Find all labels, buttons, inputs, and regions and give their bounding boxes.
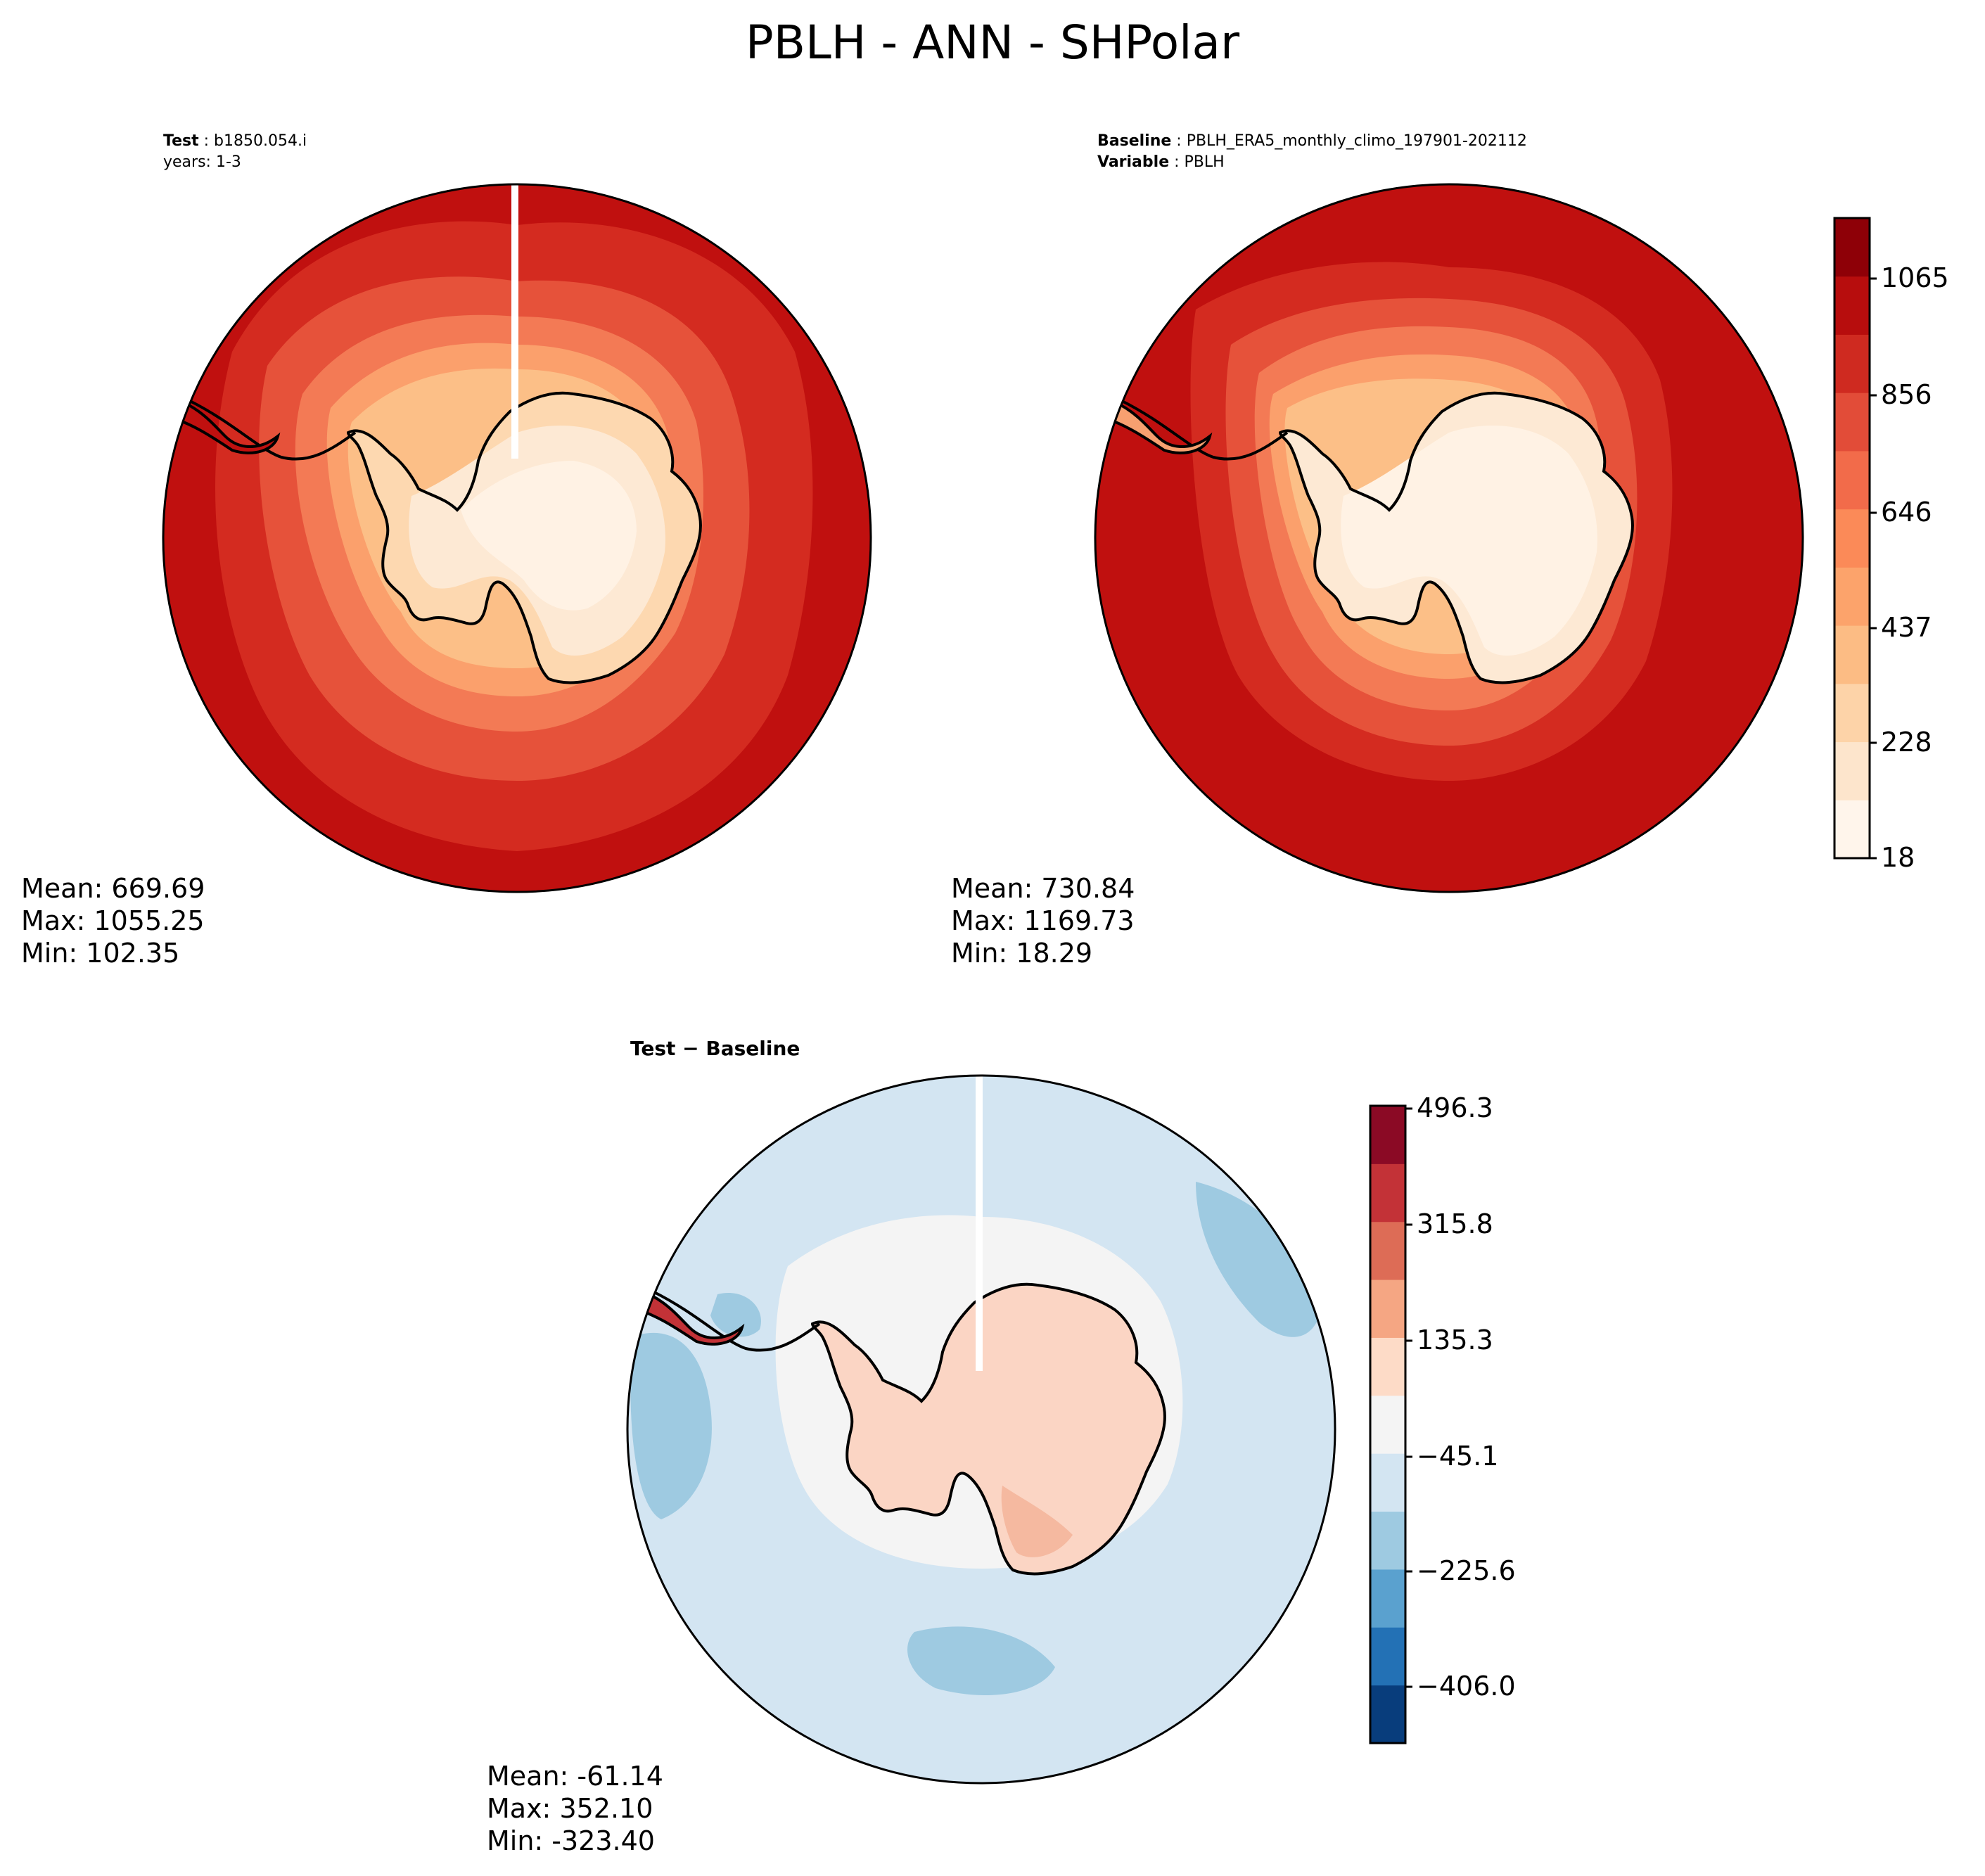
test-years: years: 1-3 (163, 153, 241, 171)
main-colorbar-tick-label: 228 (1881, 727, 1932, 758)
diff-colorbar-tick-label: 135.3 (1417, 1325, 1493, 1355)
variable-label-value: PBLH (1184, 153, 1225, 171)
figure-title: PBLH - ANN - SHPolar (745, 15, 1240, 70)
diff-colorbar-segment (1370, 1511, 1405, 1570)
test-label: Test : b1850.054.i years: 1-3 (163, 132, 307, 171)
diff-southamerica-coast (627, 1287, 745, 1346)
test-southamerica-coast (163, 395, 281, 454)
main-colorbar-segment (1834, 625, 1870, 684)
test-mean: Mean: 669.69 (21, 873, 205, 904)
diff-colorbar-tick-label: 315.8 (1417, 1208, 1493, 1239)
diff-map-border (626, 1074, 1336, 1785)
test-map-border (162, 183, 872, 893)
diff-seam (976, 1076, 983, 1371)
diff-colorbar-segment (1370, 1395, 1405, 1454)
baseline-label: Baseline : PBLH_ERA5_monthly_climo_19790… (1097, 132, 1527, 171)
diff-colorbar-segment (1370, 1627, 1405, 1686)
diff-colorbar-segment (1370, 1106, 1405, 1164)
baseline-max: Max: 1169.73 (951, 905, 1135, 936)
baseline-southamerica-coast (1095, 395, 1213, 454)
main-colorbar-segment (1834, 800, 1870, 859)
diff-colorbar-segment (1370, 1685, 1405, 1744)
main-colorbar-border (1833, 217, 1871, 860)
diff-colorbar (1369, 1104, 1412, 1744)
main-colorbar-segment (1834, 567, 1870, 626)
diff-antarctica-pos (1001, 1486, 1073, 1557)
diff-colorbar-segment (1370, 1569, 1405, 1628)
test-label-key: Test (163, 132, 199, 150)
diff-peninsula-coast (653, 1291, 821, 1352)
diff-colorbar-segment (1370, 1163, 1405, 1223)
main-colorbar-tick-label: 18 (1881, 842, 1915, 873)
main-colorbar-segment (1834, 741, 1870, 800)
test-label-value: b1850.054.i (214, 132, 307, 150)
main-colorbar-tick-label: 646 (1881, 497, 1932, 528)
baseline-label-key: Baseline (1097, 132, 1172, 150)
diff-colorbar-tick-label: −225.6 (1417, 1555, 1516, 1586)
test-min: Min: 102.35 (21, 938, 180, 969)
baseline-map-border (1094, 183, 1804, 893)
main-colorbar-segment (1834, 334, 1870, 393)
main-colorbar-tick-label: 1065 (1881, 262, 1949, 293)
diff-colorbar-tick-label: −406.0 (1417, 1671, 1516, 1702)
baseline-mean: Mean: 730.84 (951, 873, 1135, 904)
main-colorbar-segment (1834, 218, 1870, 277)
diff-colorbar-segment (1370, 1221, 1405, 1280)
test-seam (511, 184, 518, 459)
diff-mean: Mean: -61.14 (487, 1761, 663, 1792)
diff-colorbar-segment (1370, 1337, 1405, 1396)
main-colorbar-segment (1834, 276, 1870, 335)
test-max: Max: 1055.25 (21, 905, 205, 936)
diff-map (626, 1074, 1336, 1785)
diff-colorbar-segment (1370, 1453, 1405, 1512)
main-colorbar-segment (1834, 683, 1870, 743)
diff-title-sep: − (675, 1037, 706, 1060)
diff-colorbar-border (1369, 1104, 1407, 1744)
diff-title-left: Test (630, 1037, 676, 1060)
diff-title-right: Baseline (706, 1037, 800, 1060)
diff-min: Min: -323.40 (487, 1825, 655, 1856)
diff-stats: Mean: -61.14 Max: 352.10 Min: -323.40 (487, 1760, 663, 1857)
diff-ocean-dark-3 (907, 1626, 1055, 1695)
variable-label-key: Variable (1097, 153, 1170, 171)
diff-colorbar-tick-label: −45.1 (1417, 1441, 1499, 1472)
main-colorbar-tick-label: 856 (1881, 379, 1932, 410)
baseline-peninsula-coast (1121, 400, 1289, 461)
diff-ocean-dark-4 (710, 1293, 761, 1337)
diff-max: Max: 352.10 (487, 1793, 653, 1824)
main-colorbar-segment (1834, 509, 1870, 568)
test-peninsula-coast (189, 400, 357, 461)
test-map (162, 183, 872, 893)
diff-title: Test − Baseline (630, 1037, 800, 1060)
test-antarctica-core (461, 461, 637, 611)
baseline-min: Min: 18.29 (951, 938, 1093, 969)
baseline-stats: Mean: 730.84 Max: 1169.73 Min: 18.29 (951, 872, 1135, 969)
baseline-map (1094, 183, 1804, 893)
main-colorbar-segment (1834, 393, 1870, 452)
baseline-label-value: PBLH_ERA5_monthly_climo_197901-202112 (1186, 132, 1527, 150)
diff-colorbar-tick-label: 496.3 (1417, 1092, 1493, 1123)
main-colorbar (1833, 217, 1877, 860)
main-colorbar-tick-label: 437 (1881, 612, 1932, 643)
diff-ocean-dark-2 (1196, 1182, 1322, 1337)
diff-colorbar-segment (1370, 1280, 1405, 1338)
diff-ocean-dark-1 (630, 1332, 712, 1519)
test-stats: Mean: 669.69 Max: 1055.25 Min: 102.35 (21, 872, 205, 969)
main-colorbar-segment (1834, 450, 1870, 510)
